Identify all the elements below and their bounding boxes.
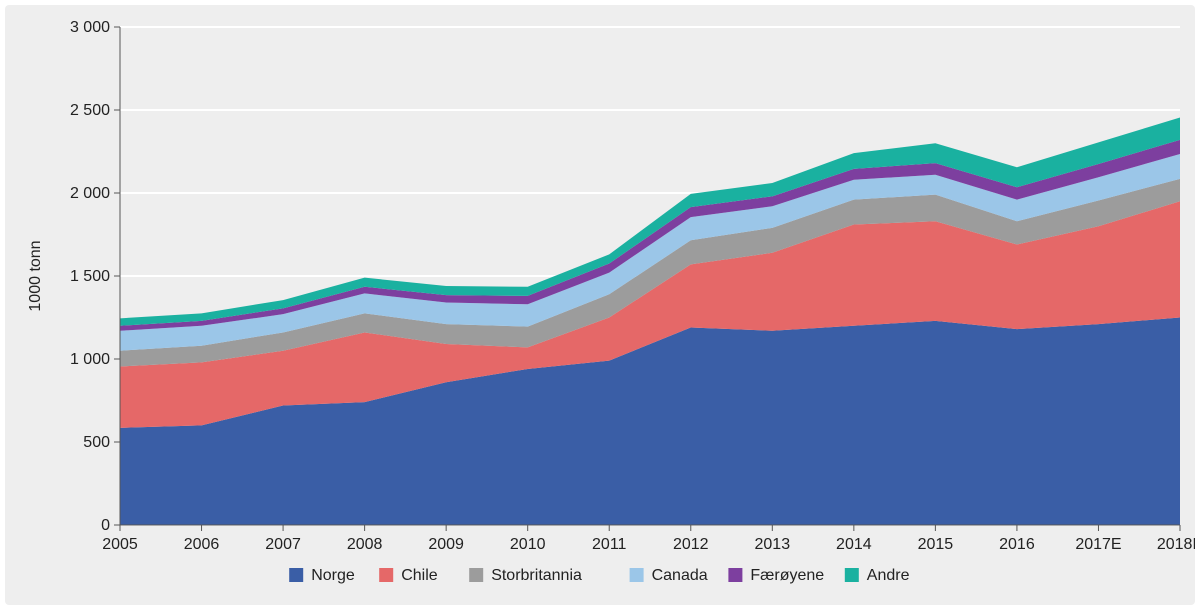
y-tick-label: 3 000 [70, 19, 110, 36]
x-tick-label: 2014 [836, 536, 872, 553]
x-tick-label: 2012 [673, 536, 709, 553]
legend-swatch [845, 568, 859, 582]
x-tick-label: 2017E [1075, 536, 1121, 553]
legend-label: Canada [652, 567, 708, 584]
legend-label: Storbritannia [491, 567, 582, 584]
x-tick-label: 2011 [592, 536, 627, 553]
legend-label: Chile [401, 567, 438, 584]
x-tick-label: 2006 [184, 536, 220, 553]
x-tick-label: 2016 [999, 536, 1035, 553]
y-tick-label: 2 000 [70, 185, 110, 202]
legend-swatch [289, 568, 303, 582]
legend-swatch [379, 568, 393, 582]
chart-svg: 05001 0001 5002 0002 5003 0001000 tonn20… [5, 5, 1195, 605]
x-tick-label: 2005 [102, 536, 138, 553]
x-tick-label: 2015 [918, 536, 954, 553]
legend-swatch [728, 568, 742, 582]
x-tick-label: 2018E [1157, 536, 1195, 553]
x-tick-label: 2013 [755, 536, 791, 553]
y-axis-label: 1000 tonn [27, 240, 44, 311]
legend: Norge Chile Storbritannia Canada Færøyene And… [289, 567, 909, 584]
chart-panel: 05001 0001 5002 0002 5003 0001000 tonn20… [5, 5, 1195, 605]
x-tick-label: 2009 [428, 536, 464, 553]
x-tick-label: 2010 [510, 536, 546, 553]
x-tick-label: 2007 [265, 536, 301, 553]
legend-swatch [469, 568, 483, 582]
y-tick-label: 500 [83, 434, 110, 451]
x-tick-label: 2008 [347, 536, 383, 553]
page-root: 05001 0001 5002 0002 5003 0001000 tonn20… [0, 0, 1200, 612]
legend-label: Færøyene [750, 567, 824, 584]
y-tick-label: 2 500 [70, 102, 110, 119]
legend-swatch [630, 568, 644, 582]
y-tick-label: 1 000 [70, 351, 110, 368]
legend-label: Norge [311, 567, 355, 584]
y-tick-label: 0 [101, 517, 110, 534]
y-tick-label: 1 500 [70, 268, 110, 285]
legend-label: Andre [867, 567, 910, 584]
